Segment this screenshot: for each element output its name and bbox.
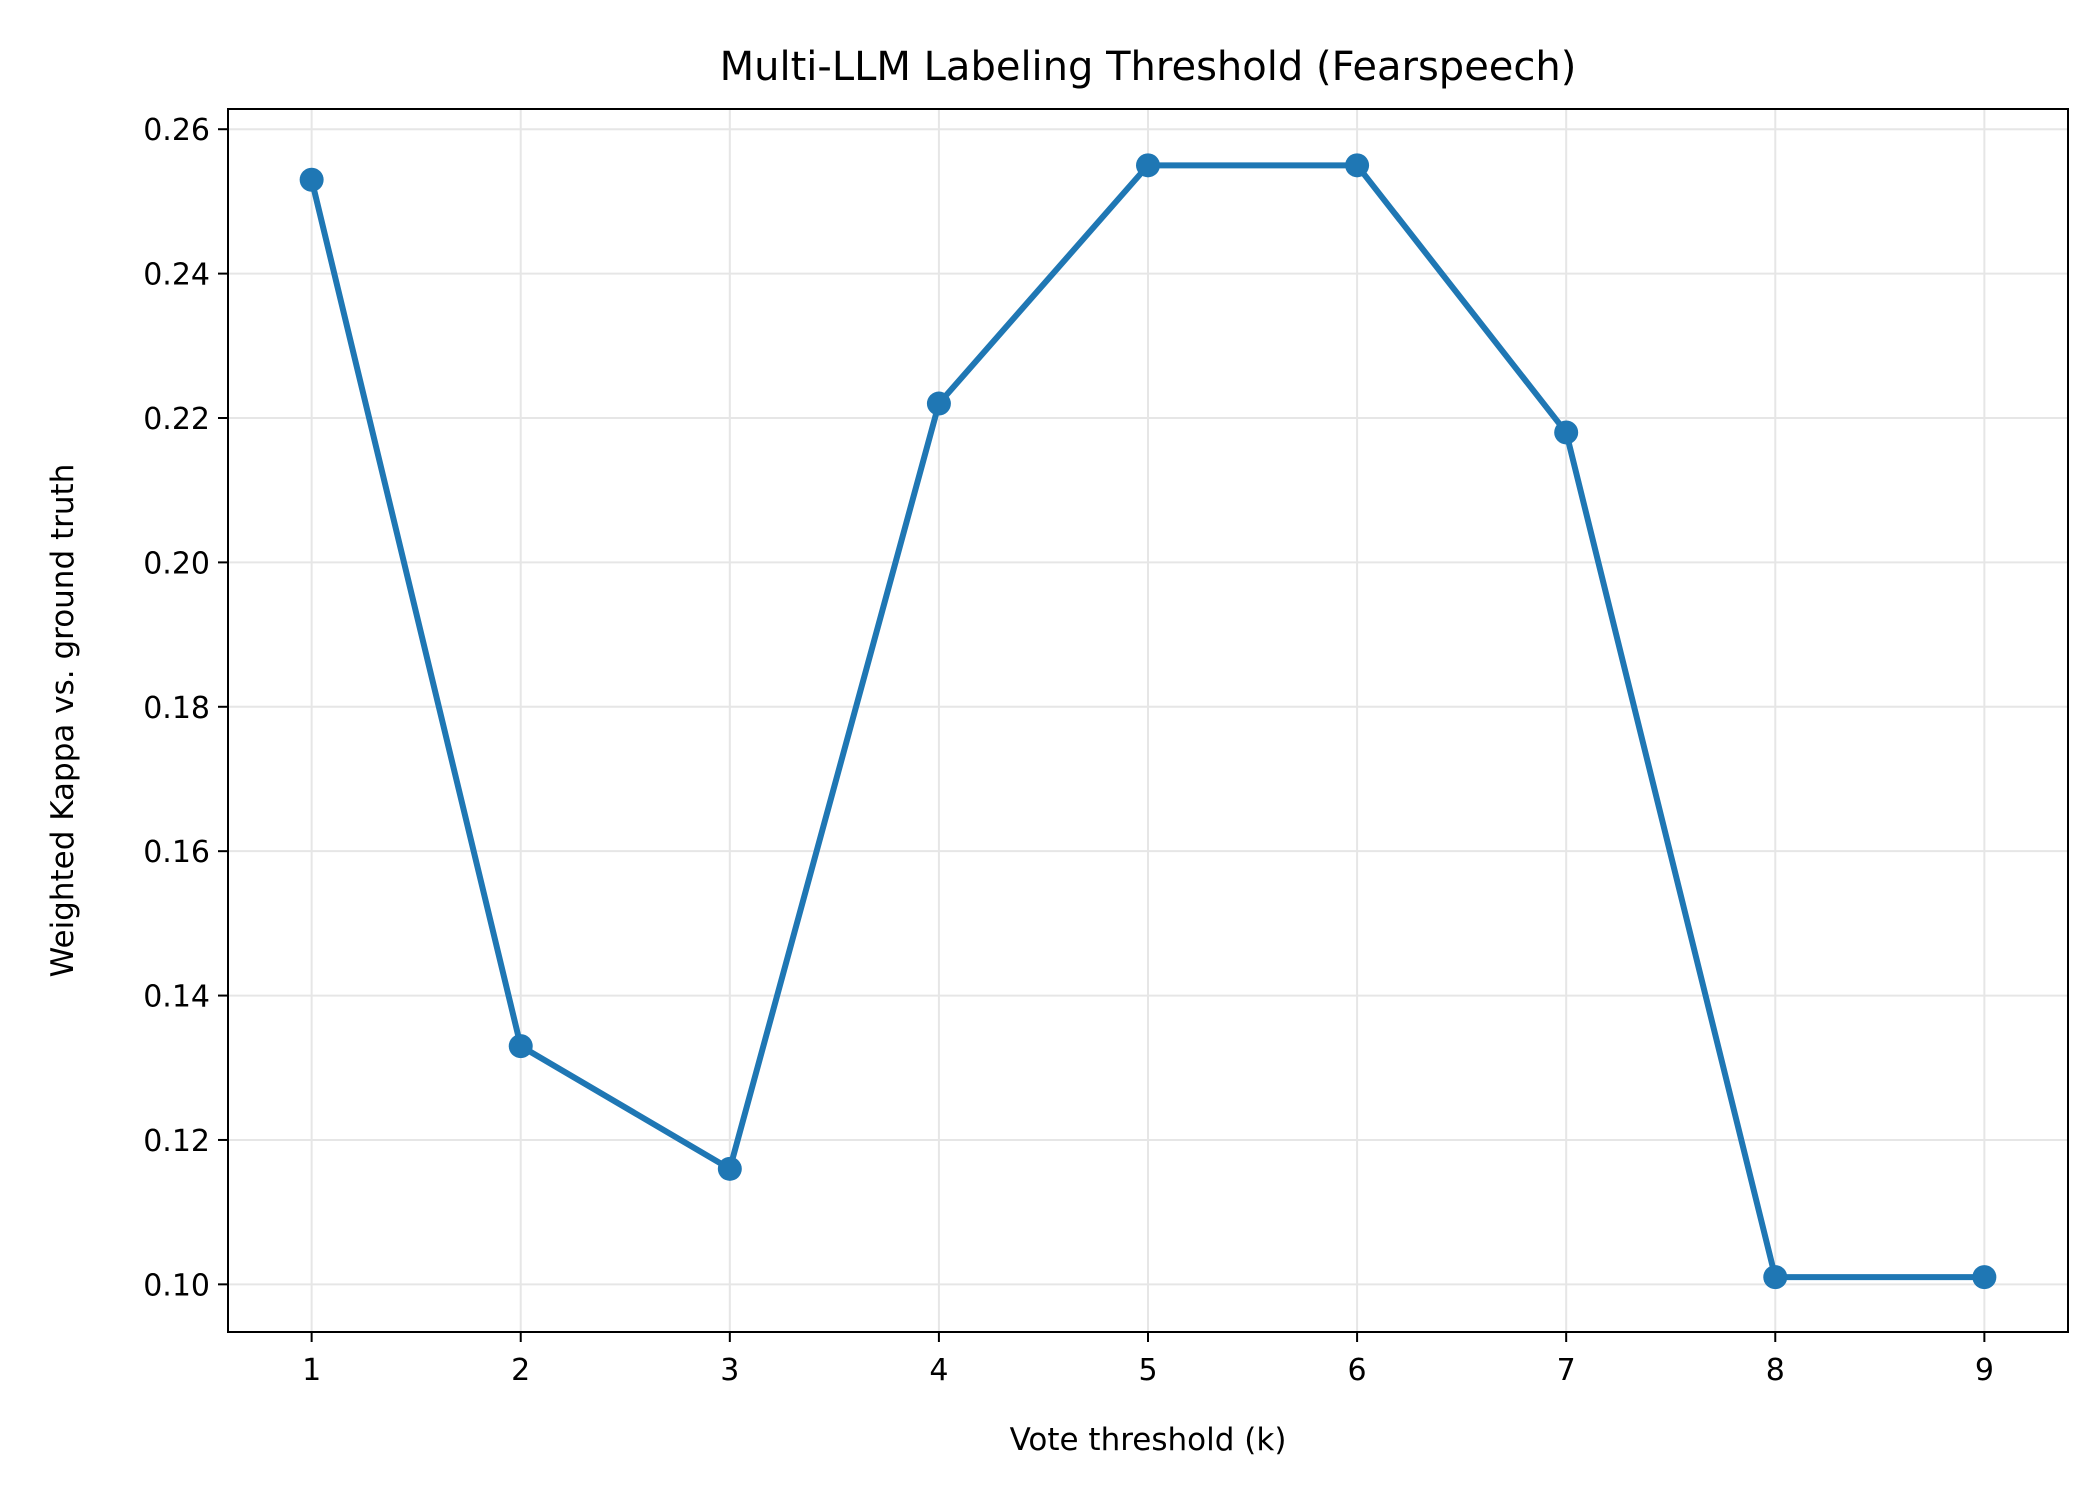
data-point <box>299 167 324 192</box>
x-tick-label: 8 <box>1766 1353 1785 1388</box>
y-tick-label: 0.20 <box>143 546 210 581</box>
x-tick-label: 2 <box>511 1353 530 1388</box>
y-tick-label: 0.10 <box>143 1268 210 1303</box>
data-point <box>926 391 951 416</box>
data-point <box>508 1034 533 1059</box>
data-point <box>1763 1265 1788 1290</box>
x-tick-label: 4 <box>929 1353 948 1388</box>
y-axis-title: Weighted Kappa vs. ground truth <box>45 464 81 978</box>
data-point <box>1136 153 1160 178</box>
y-tick-label: 0.24 <box>143 258 210 293</box>
y-tick-label: 0.26 <box>143 113 210 148</box>
series-line-group <box>299 153 1997 1290</box>
data-point <box>717 1156 742 1181</box>
y-tick-label: 0.22 <box>143 402 210 437</box>
y-tick-label: 0.12 <box>143 1124 210 1159</box>
x-axis-title: Vote threshold (k) <box>1010 1422 1287 1458</box>
x-tick-label: 6 <box>1348 1353 1367 1388</box>
x-tick-label: 7 <box>1557 1353 1576 1388</box>
axis-ticks: 1 2 3 4 5 6 7 8 9 0.10 0.12 0.14 0.16 0.18 0.20 0.22 0.2… <box>143 113 1994 1388</box>
data-point <box>1345 153 1370 178</box>
x-tick-label: 1 <box>302 1353 321 1388</box>
x-tick-label: 3 <box>720 1353 739 1388</box>
chart-title: Multi-LLM Labeling Threshold (Fearspeech… <box>720 44 1577 90</box>
data-point <box>1554 420 1579 445</box>
data-point <box>1972 1265 1997 1290</box>
y-tick-label: 0.14 <box>143 980 210 1015</box>
x-tick-label: 9 <box>1975 1353 1994 1388</box>
x-tick-label: 5 <box>1138 1353 1157 1388</box>
y-tick-label: 0.16 <box>143 835 210 870</box>
grid <box>228 109 2068 1332</box>
y-tick-label: 0.18 <box>143 691 210 726</box>
